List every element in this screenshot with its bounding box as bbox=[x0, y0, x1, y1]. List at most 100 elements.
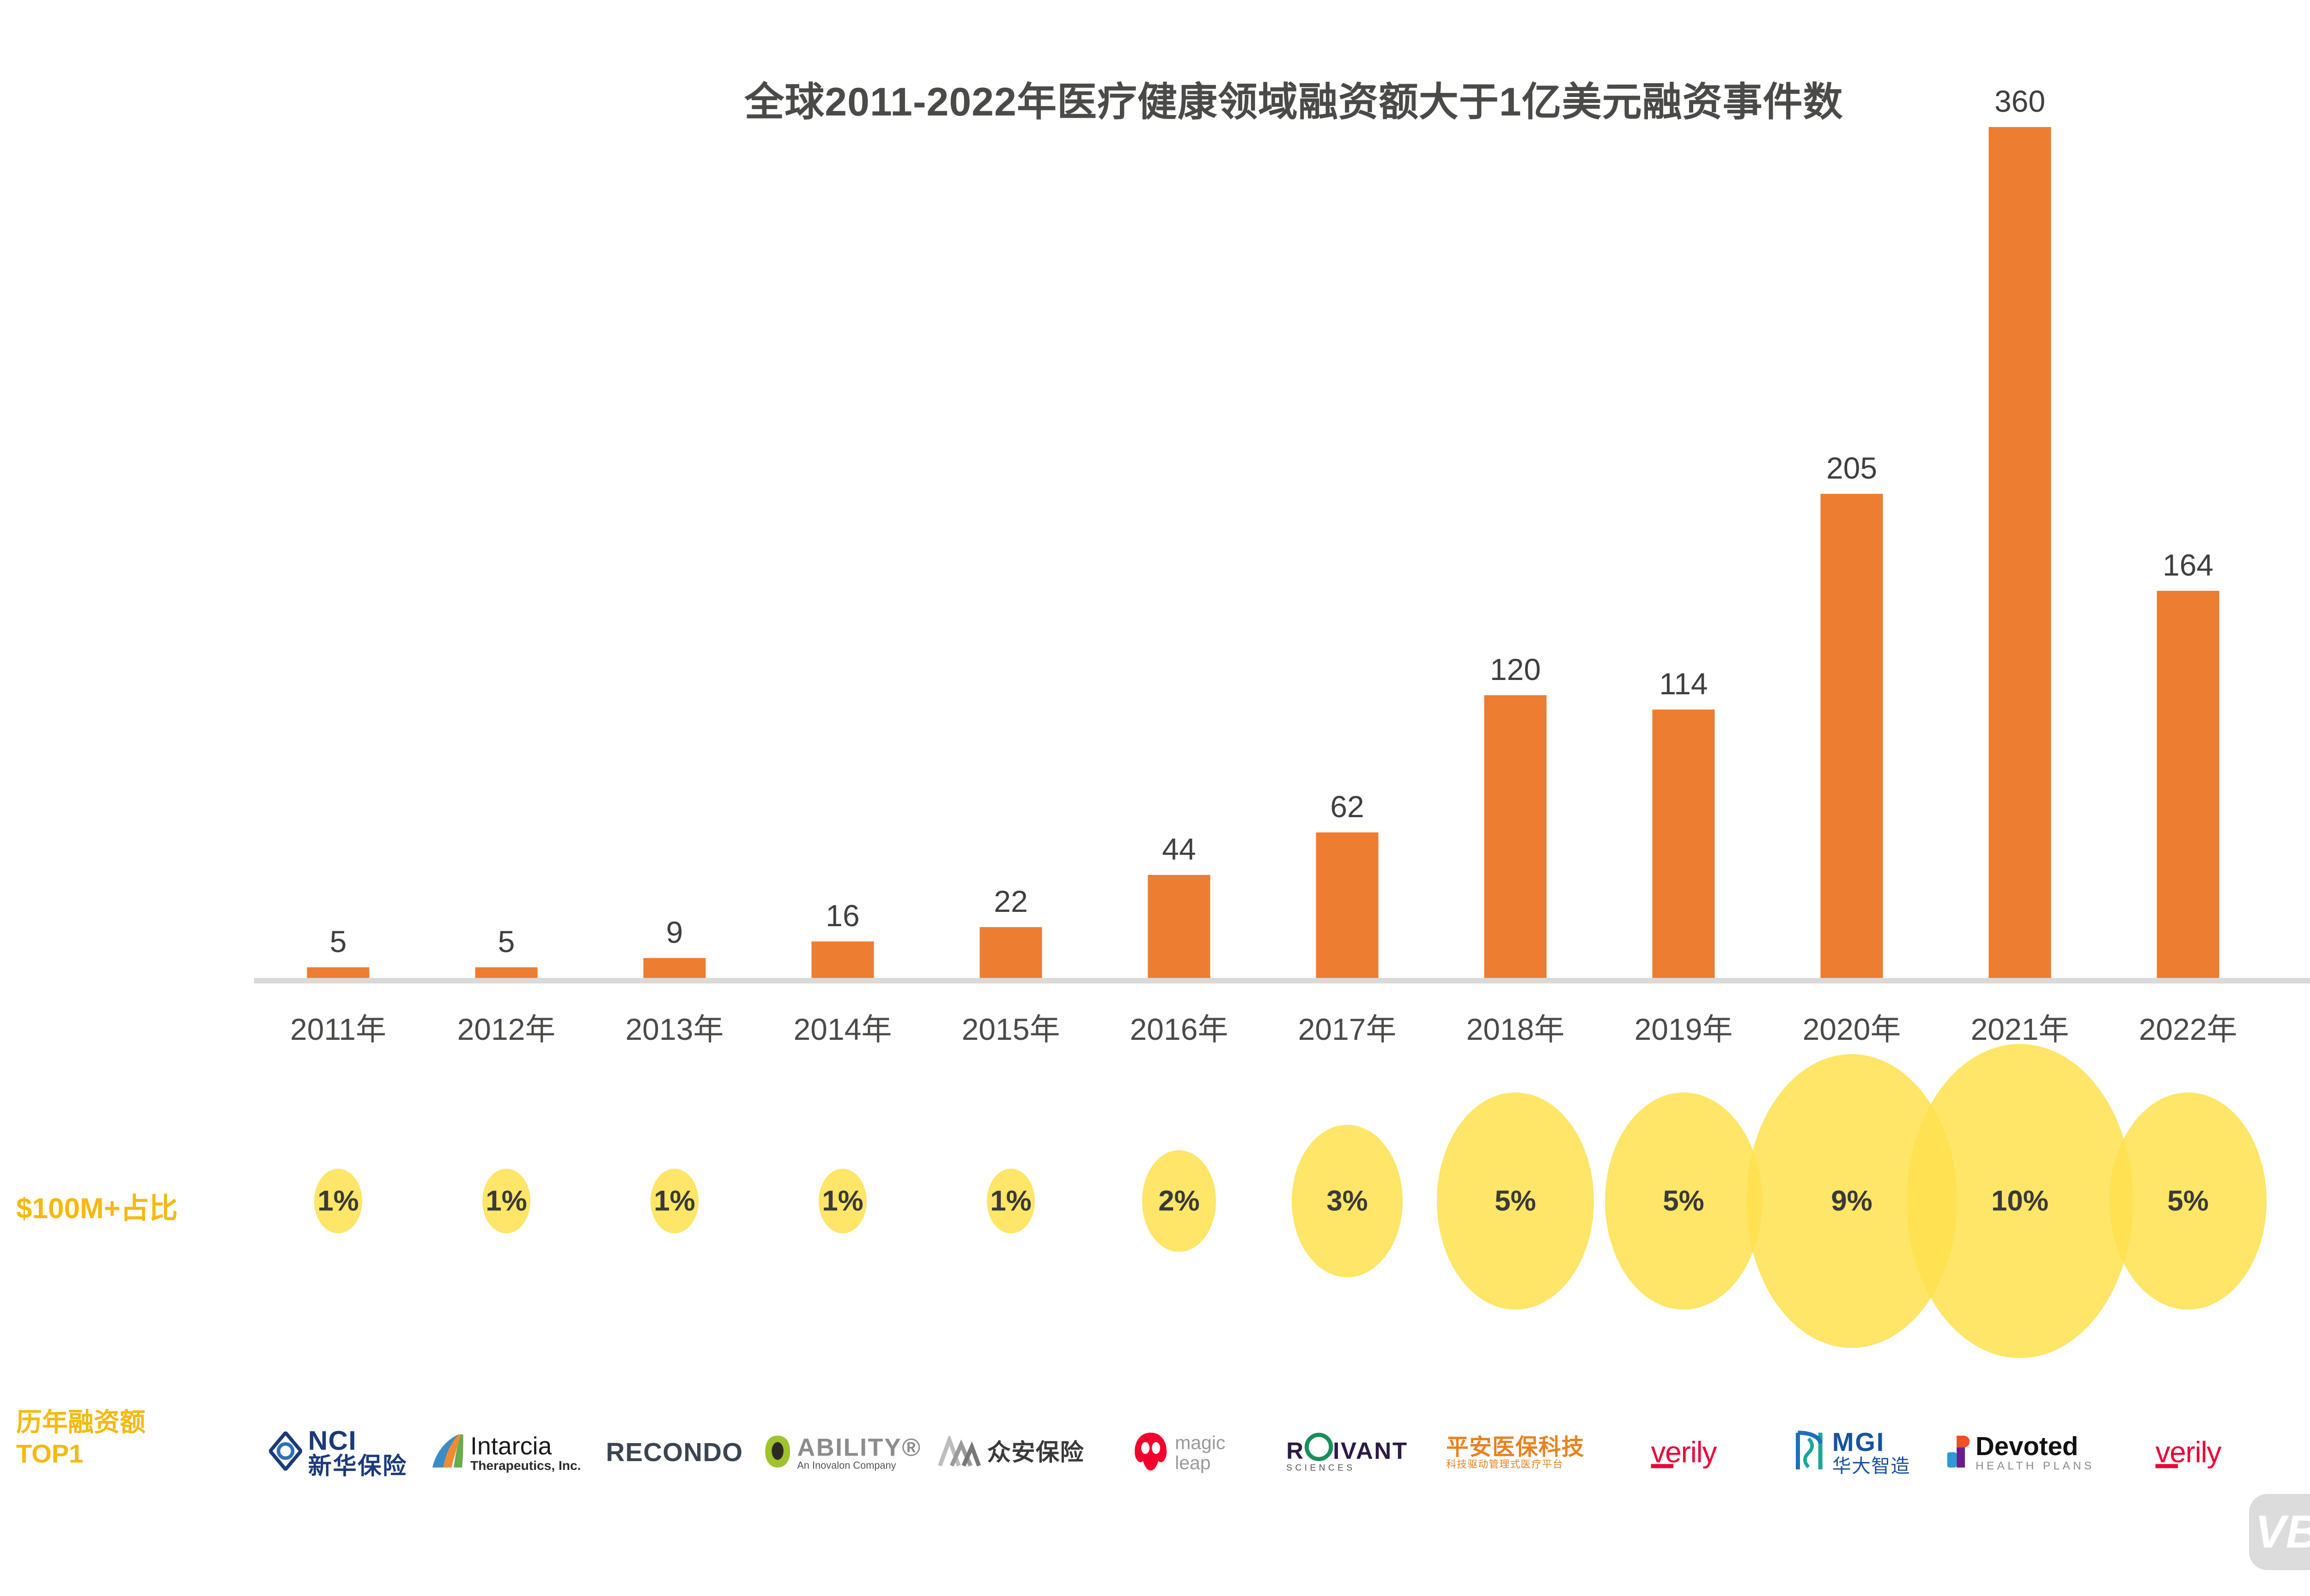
company-logo[interactable]: MGI 华大智造 bbox=[1768, 1377, 1936, 1529]
company-logo[interactable]: RECONDO bbox=[590, 1377, 759, 1529]
intarcia-feather-icon bbox=[432, 1434, 464, 1468]
bar[interactable] bbox=[1652, 710, 1715, 979]
company-logo[interactable]: Devoted HEALTH PLANS bbox=[1936, 1377, 2104, 1529]
company-logo-name: RECONDO bbox=[606, 1438, 743, 1467]
ability-leaf-icon bbox=[765, 1435, 790, 1468]
bar-value-label: 114 bbox=[1659, 667, 1708, 701]
company-logo-name: verily bbox=[1651, 1435, 1717, 1469]
x-tick-label: 2017年 bbox=[1298, 1012, 1397, 1046]
bubble[interactable] bbox=[482, 1169, 530, 1233]
x-tick-label: 2012年 bbox=[457, 1012, 556, 1046]
company-logo-name: verily bbox=[2155, 1435, 2221, 1469]
ability-leaf-mark bbox=[764, 1434, 791, 1472]
bar[interactable] bbox=[979, 927, 1042, 979]
watermark-badge: VB bbox=[2249, 1494, 2310, 1570]
company-logo-name: ABILITY® bbox=[797, 1433, 922, 1461]
bar[interactable] bbox=[1988, 127, 2051, 979]
bar[interactable] bbox=[1820, 494, 1883, 979]
verily-underline-icon bbox=[2155, 1464, 2178, 1469]
bar[interactable] bbox=[475, 967, 538, 979]
bubble-column[interactable]: 5% bbox=[2104, 1044, 2272, 1358]
company-logo[interactable]: verily bbox=[1599, 1377, 1768, 1529]
bubble-value-label: 1% bbox=[486, 1185, 527, 1217]
bubble[interactable] bbox=[1437, 1092, 1594, 1310]
company-logo-name: 平安医保科技 bbox=[1446, 1435, 1585, 1460]
bar[interactable] bbox=[1484, 695, 1547, 979]
bubble-column[interactable]: 5% bbox=[1599, 1044, 1768, 1358]
company-logo[interactable]: NCI 新华保险 bbox=[254, 1377, 422, 1529]
bubble-value-label: 5% bbox=[2167, 1185, 2209, 1217]
bubble-column[interactable]: 2% bbox=[1095, 1044, 1263, 1358]
bar[interactable] bbox=[1148, 875, 1210, 979]
bubble-value-label: 1% bbox=[990, 1185, 1032, 1217]
bar-column[interactable]: 5 bbox=[254, 106, 422, 979]
company-logo[interactable]: 众安保险 bbox=[927, 1377, 1095, 1529]
bar-column[interactable]: 5 bbox=[422, 106, 590, 979]
bubble[interactable] bbox=[1605, 1092, 1762, 1310]
bar-column[interactable]: 114 bbox=[1599, 106, 1768, 979]
company-logo-name: Intarcia bbox=[470, 1432, 552, 1460]
bubble-value-label: 2% bbox=[1158, 1185, 1200, 1217]
x-tick-label: 2021年 bbox=[1970, 1012, 2069, 1046]
bar[interactable] bbox=[643, 958, 706, 979]
company-logo[interactable]: ABILITY® An Inovalon Company bbox=[759, 1377, 927, 1529]
bar-value-label: 9 bbox=[666, 915, 683, 949]
bubble-row-label: $100M+占比 bbox=[16, 1193, 178, 1225]
bar[interactable] bbox=[1316, 832, 1379, 979]
bar-column[interactable]: 120 bbox=[1431, 106, 1599, 979]
bubble[interactable] bbox=[1907, 1044, 2133, 1358]
bubble[interactable] bbox=[987, 1169, 1035, 1233]
bubble[interactable] bbox=[314, 1169, 362, 1233]
bar[interactable] bbox=[2157, 591, 2219, 979]
company-logo-name: MGI bbox=[1832, 1428, 1885, 1457]
intarcia-feather-mark bbox=[432, 1433, 465, 1473]
bubble[interactable] bbox=[2109, 1092, 2267, 1310]
bar-column[interactable]: 22 bbox=[927, 106, 1095, 979]
bar[interactable] bbox=[307, 967, 370, 979]
company-logo-tagline: HEALTH PLANS bbox=[1976, 1460, 2095, 1472]
mgi-helix-mark bbox=[1793, 1431, 1826, 1475]
x-tick-label: 2014年 bbox=[793, 1012, 892, 1046]
bar-value-label: 16 bbox=[826, 898, 860, 933]
bubble-value-label: 5% bbox=[1663, 1185, 1704, 1217]
x-tick-label: 2015年 bbox=[961, 1012, 1060, 1046]
magicleap-ghost-mark bbox=[1132, 1431, 1169, 1474]
bar-column[interactable]: 205 bbox=[1768, 106, 1936, 979]
watermark: VB 动脉网 bbox=[2249, 1482, 2310, 1582]
bubble-column[interactable]: 1% bbox=[759, 1044, 927, 1358]
bubble-column[interactable]: 10% bbox=[1907, 1044, 2133, 1358]
bar-value-label: 5 bbox=[329, 924, 347, 959]
bubble-column[interactable]: 5% bbox=[1431, 1044, 1599, 1358]
company-logo-tagline: 新华保险 bbox=[308, 1453, 407, 1480]
bubble-column[interactable]: 1% bbox=[590, 1044, 759, 1358]
company-logo[interactable]: verily bbox=[2104, 1377, 2272, 1529]
bubble-column[interactable]: 3% bbox=[1263, 1044, 1431, 1358]
company-logo[interactable]: Intarcia Therapeutics, Inc. bbox=[422, 1377, 590, 1529]
x-tick-label: 2022年 bbox=[2139, 1012, 2237, 1046]
bar-column[interactable]: 16 bbox=[759, 106, 927, 979]
mgi-helix-icon bbox=[1796, 1431, 1823, 1470]
bubble[interactable] bbox=[1142, 1150, 1216, 1252]
bar-value-label: 360 bbox=[1994, 84, 2046, 118]
x-axis-tick-labels: 2011年 2012年 2013年 2014年 2015年 2016年 2017年 2018年… bbox=[254, 1005, 2310, 1056]
bubble-column[interactable]: 1% bbox=[927, 1044, 1095, 1358]
bar-column[interactable]: 360 bbox=[1936, 84, 2104, 979]
zhongan-peaks-mark bbox=[937, 1433, 981, 1470]
bubble-value-label: 1% bbox=[317, 1185, 359, 1217]
bubble[interactable] bbox=[1292, 1125, 1403, 1277]
company-logo[interactable]: 平安医保科技 科技驱动管理式医疗平台 bbox=[1431, 1377, 1599, 1529]
company-logo[interactable]: R IVANT SCIENCES bbox=[1263, 1377, 1431, 1529]
bubble[interactable] bbox=[819, 1169, 867, 1233]
bubble-column[interactable]: 1% bbox=[422, 1044, 590, 1358]
bubble[interactable] bbox=[650, 1169, 699, 1233]
bar-column[interactable]: 164 bbox=[2104, 106, 2272, 979]
bar[interactable] bbox=[811, 941, 874, 979]
bar-column[interactable]: 9 bbox=[590, 106, 759, 979]
company-logo-name: 众安保险 bbox=[987, 1439, 1084, 1466]
bar-column[interactable]: 44 bbox=[1095, 106, 1263, 979]
bar-column[interactable]: 62 bbox=[1263, 106, 1431, 979]
verily-underline-icon bbox=[1651, 1464, 1673, 1469]
bubble-column[interactable]: 1% bbox=[254, 1044, 422, 1358]
company-logo[interactable]: magic leap bbox=[1095, 1377, 1263, 1529]
bubble-value-label: 5% bbox=[1495, 1185, 1536, 1217]
